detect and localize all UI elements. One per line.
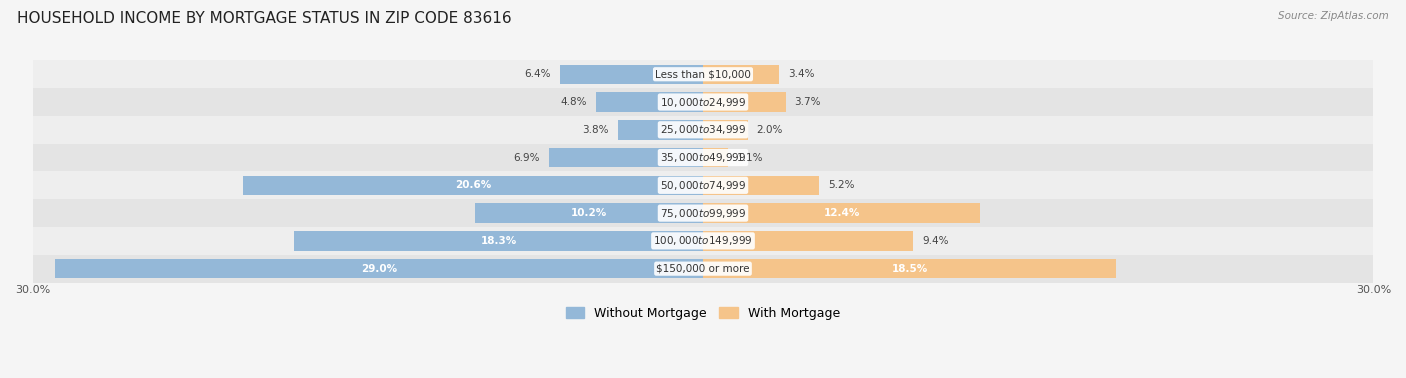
Legend: Without Mortgage, With Mortgage: Without Mortgage, With Mortgage — [561, 302, 845, 325]
Text: 3.7%: 3.7% — [794, 97, 821, 107]
Text: $150,000 or more: $150,000 or more — [657, 263, 749, 274]
Bar — [703, 231, 912, 251]
Text: 1.1%: 1.1% — [737, 153, 763, 163]
Bar — [32, 60, 1374, 88]
Text: 5.2%: 5.2% — [828, 180, 855, 191]
Text: 6.4%: 6.4% — [524, 69, 551, 79]
Bar — [703, 259, 1116, 278]
Text: 2.0%: 2.0% — [756, 125, 783, 135]
Text: $35,000 to $49,999: $35,000 to $49,999 — [659, 151, 747, 164]
Text: 18.5%: 18.5% — [891, 263, 928, 274]
Text: $25,000 to $34,999: $25,000 to $34,999 — [659, 123, 747, 136]
Bar — [548, 148, 703, 167]
Text: Source: ZipAtlas.com: Source: ZipAtlas.com — [1278, 11, 1389, 21]
Bar — [703, 176, 820, 195]
Bar — [703, 120, 748, 139]
Bar — [703, 203, 980, 223]
Text: HOUSEHOLD INCOME BY MORTGAGE STATUS IN ZIP CODE 83616: HOUSEHOLD INCOME BY MORTGAGE STATUS IN Z… — [17, 11, 512, 26]
Bar — [32, 199, 1374, 227]
Text: 9.4%: 9.4% — [922, 236, 949, 246]
Text: Less than $10,000: Less than $10,000 — [655, 69, 751, 79]
Text: 6.9%: 6.9% — [513, 153, 540, 163]
Bar — [703, 148, 727, 167]
Text: $75,000 to $99,999: $75,000 to $99,999 — [659, 207, 747, 220]
Text: 10.2%: 10.2% — [571, 208, 607, 218]
Text: 12.4%: 12.4% — [824, 208, 859, 218]
Bar — [32, 227, 1374, 255]
Bar — [596, 92, 703, 112]
Text: 3.4%: 3.4% — [787, 69, 814, 79]
Bar — [294, 231, 703, 251]
Text: $100,000 to $149,999: $100,000 to $149,999 — [654, 234, 752, 247]
Bar — [32, 144, 1374, 172]
Text: $50,000 to $74,999: $50,000 to $74,999 — [659, 179, 747, 192]
Bar — [55, 259, 703, 278]
Text: 29.0%: 29.0% — [361, 263, 396, 274]
Bar — [703, 92, 786, 112]
Bar — [475, 203, 703, 223]
Text: 18.3%: 18.3% — [481, 236, 516, 246]
Bar — [619, 120, 703, 139]
Bar — [32, 88, 1374, 116]
Bar — [32, 172, 1374, 199]
Bar — [32, 116, 1374, 144]
Bar — [243, 176, 703, 195]
Bar — [32, 255, 1374, 282]
Bar — [703, 65, 779, 84]
Bar — [560, 65, 703, 84]
Text: 20.6%: 20.6% — [454, 180, 491, 191]
Text: 4.8%: 4.8% — [561, 97, 586, 107]
Text: 3.8%: 3.8% — [582, 125, 609, 135]
Text: $10,000 to $24,999: $10,000 to $24,999 — [659, 96, 747, 108]
